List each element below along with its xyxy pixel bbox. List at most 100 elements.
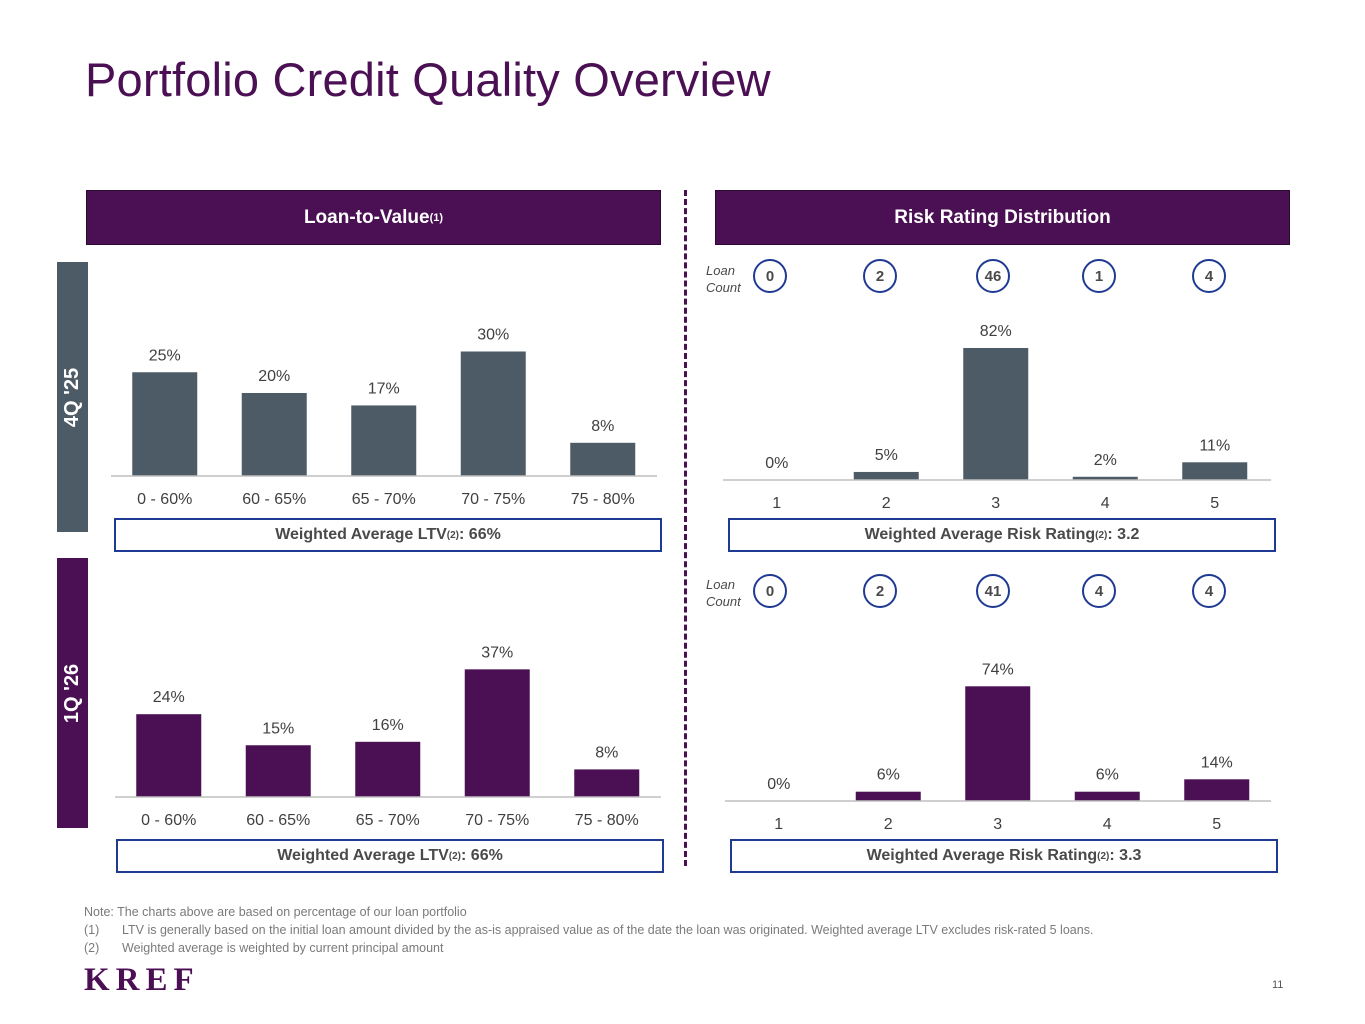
ltv-header: Loan-to-Value (1)	[86, 190, 661, 245]
category-label: 0 - 60%	[137, 491, 192, 508]
data-label: 6%	[1096, 767, 1119, 784]
bar	[1072, 476, 1138, 480]
data-label: 17%	[368, 380, 400, 397]
ltv-header-label: Loan-to-Value	[303, 206, 430, 228]
category-label: 65 - 70%	[352, 491, 416, 508]
category-label: 2	[882, 495, 891, 512]
bar	[351, 405, 417, 476]
data-label: 20%	[258, 368, 290, 385]
period-sidebar-bottom: 1Q '26	[57, 558, 88, 828]
category-label: 65 - 70%	[356, 812, 420, 829]
loan-count-circle: 1	[1082, 259, 1116, 293]
loan-count-label-bottom: Loan Count	[706, 576, 741, 610]
loan-count-circle: 46	[976, 259, 1010, 293]
bar	[1074, 791, 1140, 801]
bar	[574, 769, 640, 797]
summary-label: Weighted Average Risk Rating	[864, 526, 1096, 543]
bar	[460, 351, 526, 476]
bar	[965, 686, 1031, 801]
category-label: 3	[991, 495, 1000, 512]
data-label: 14%	[1201, 754, 1233, 771]
category-label: 1	[772, 495, 781, 512]
data-label: 82%	[980, 323, 1012, 340]
data-label: 5%	[875, 447, 898, 464]
page-title: Portfolio Credit Quality Overview	[85, 53, 771, 106]
bar	[853, 471, 919, 480]
bar	[1184, 779, 1250, 801]
loan-count-label-line2: Count	[706, 594, 741, 609]
footnote-general: Note: The charts above are based on perc…	[84, 905, 467, 919]
bar	[245, 745, 311, 797]
data-label: 8%	[591, 418, 614, 435]
loan-count-circle: 0	[753, 259, 787, 293]
data-label: 74%	[982, 661, 1014, 678]
category-label: 5	[1210, 495, 1219, 512]
category-label: 4	[1101, 495, 1110, 512]
footnotes: Note: The charts above are based on perc…	[84, 903, 1093, 957]
loan-count-label-line1: Loan	[706, 577, 735, 592]
weighted-average-ltv-top: Weighted Average LTV (2): 66%	[114, 518, 662, 552]
data-label: 30%	[477, 327, 509, 344]
footnote-2: (2) Weighted average is weighted by curr…	[84, 939, 1093, 957]
risk-header-label: Risk Rating Distribution	[894, 206, 1111, 228]
summary-value: : 66%	[459, 526, 501, 543]
category-label: 0 - 60%	[141, 812, 196, 829]
category-label: 75 - 80%	[575, 812, 639, 829]
summary-footnote: (2)	[1097, 850, 1110, 862]
loan-count-label-line1: Loan	[706, 263, 735, 278]
ltv-chart-1q26: 24% 0 - 60% 15% 60 - 65% 16% 65 - 70% 37% 70 - …	[115, 644, 661, 829]
summary-label: Weighted Average LTV	[275, 526, 447, 543]
bar	[855, 791, 921, 801]
summary-footnote: (2)	[448, 850, 462, 862]
category-label: 60 - 65%	[246, 812, 310, 829]
bar	[963, 347, 1029, 480]
data-label: 24%	[153, 689, 185, 706]
loan-count-circle: 4	[1192, 259, 1226, 293]
loan-count-circle: 2	[863, 259, 897, 293]
summary-value: : 3.3	[1109, 847, 1142, 864]
risk-chart-4q25: 0% 1 5% 2 82% 3 2% 4 11% 5	[723, 323, 1271, 512]
weighted-average-ltv-bottom: Weighted Average LTV (2): 66%	[116, 839, 664, 873]
loan-count-circle: 2	[863, 574, 897, 608]
bar	[136, 714, 202, 797]
bar	[132, 372, 198, 476]
bar	[355, 741, 421, 797]
category-label: 2	[884, 816, 893, 833]
category-label: 70 - 75%	[465, 812, 529, 829]
page-number: 11	[1272, 979, 1284, 991]
category-label: 60 - 65%	[242, 491, 306, 508]
bar	[241, 393, 307, 476]
data-label: 8%	[595, 744, 618, 761]
bar	[464, 669, 530, 797]
bar	[1182, 462, 1248, 480]
data-label: 0%	[765, 455, 788, 472]
risk-header: Risk Rating Distribution	[715, 190, 1290, 245]
weighted-average-risk-bottom: Weighted Average Risk Rating (2): 3.3	[730, 839, 1278, 873]
footnote-number: (1)	[84, 923, 100, 937]
category-label: 5	[1212, 816, 1221, 833]
ltv-chart-4q25: 25% 0 - 60% 20% 60 - 65% 17% 65 - 70% 30% 70 - …	[111, 327, 657, 508]
category-label: 3	[993, 816, 1002, 833]
risk-chart-1q26: 0% 1 6% 2 74% 3 6% 4 14% 5	[725, 661, 1271, 833]
summary-value: : 66%	[461, 847, 503, 864]
section-divider	[684, 190, 687, 866]
category-label: 70 - 75%	[461, 491, 525, 508]
ltv-header-footnote: (1)	[429, 211, 444, 224]
bar	[570, 442, 636, 476]
loan-count-circle: 4	[1192, 574, 1226, 608]
data-label: 11%	[1199, 437, 1230, 454]
data-label: 6%	[877, 767, 900, 784]
category-label: 75 - 80%	[571, 491, 635, 508]
summary-value: : 3.2	[1107, 526, 1140, 543]
data-label: 25%	[149, 347, 181, 364]
footnote-text: Weighted average is weighted by current …	[122, 941, 444, 955]
footnote-1: (1) LTV is generally based on the initia…	[84, 921, 1093, 939]
category-label: 1	[774, 816, 783, 833]
weighted-average-risk-top: Weighted Average Risk Rating (2): 3.2	[728, 518, 1276, 552]
kref-logo: KREF	[84, 962, 200, 998]
data-label: 37%	[481, 644, 513, 661]
data-label: 16%	[372, 717, 404, 734]
footnote-text: LTV is generally based on the initial lo…	[122, 923, 1094, 937]
summary-footnote: (2)	[446, 529, 460, 541]
